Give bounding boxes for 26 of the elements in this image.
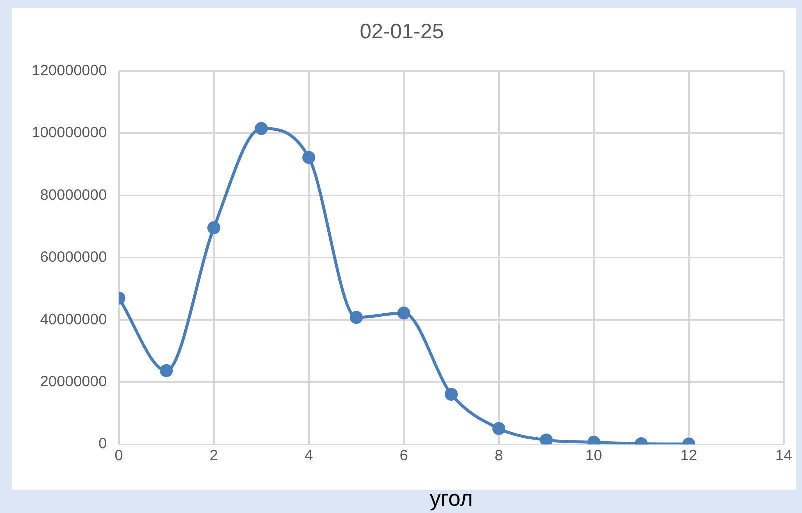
point [208,222,221,235]
y-tick-label: 0 [98,436,108,453]
x-tick-label: 12 [680,448,698,465]
x-tick-label: 8 [494,448,504,465]
x-axis-title: угол [430,486,474,511]
x-tick-label: 4 [304,448,314,465]
x-tick-label: 2 [210,448,218,465]
y-tick-label: 20000000 [40,374,108,391]
point [398,306,411,320]
point [160,364,174,378]
chart-title: 02-01-25 [360,20,444,44]
y-tick-label: 100000000 [32,124,108,142]
x-tick-label: 6 [400,448,408,465]
point [350,311,364,324]
point [492,422,506,436]
x-tick-label: 14 [776,448,792,465]
x-tick-label: 10 [586,448,602,465]
y-tick-label: 60000000 [40,249,108,266]
y-tick-label: 80000000 [40,186,108,204]
point [255,122,268,136]
point [302,151,316,164]
y-tick-label: 40000000 [40,311,108,328]
point [540,434,554,445]
y-tick-label: 120000000 [32,62,108,80]
point [445,388,458,401]
x-tick-label: 0 [114,448,124,465]
